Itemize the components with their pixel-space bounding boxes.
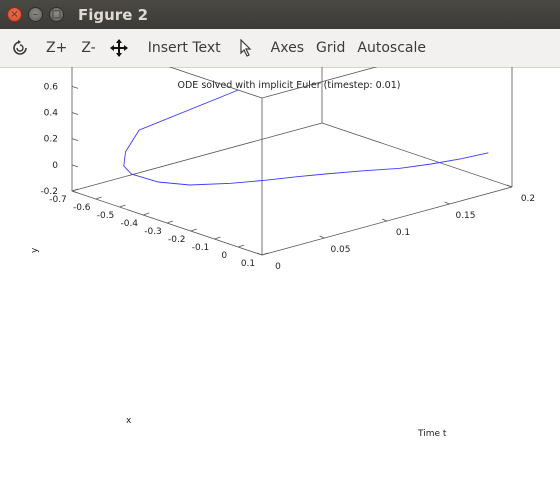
y-tick-mark <box>71 112 79 115</box>
y-tick-label: 0.6 <box>44 82 59 92</box>
minimize-window-button[interactable]: – <box>28 7 43 22</box>
zoom-out-button[interactable]: Z- <box>81 40 96 56</box>
x-tick-mark <box>71 188 79 192</box>
select-button[interactable] <box>235 33 257 63</box>
y-tick-mark <box>71 138 79 142</box>
x-tick-mark <box>261 252 269 256</box>
x-axis-label: x <box>126 416 132 426</box>
close-window-button[interactable]: × <box>7 7 22 22</box>
box-edge <box>168 67 263 99</box>
pointer-icon <box>239 39 253 57</box>
rotate-button[interactable] <box>8 33 32 63</box>
zoom-in-button[interactable]: Z+ <box>46 40 68 56</box>
axes-box <box>71 67 513 256</box>
t-tick-label: 0.15 <box>455 211 475 221</box>
box-edge <box>261 67 378 99</box>
pan-icon <box>109 39 128 57</box>
x-tick-label: -0.6 <box>73 203 91 213</box>
maximize-icon: □ <box>51 8 62 20</box>
t-tick-mark <box>256 252 263 256</box>
maximize-window-button[interactable]: □ <box>49 7 64 22</box>
x-tick-mark <box>238 244 245 248</box>
pan-button[interactable] <box>106 33 132 63</box>
t-axis-ticks: 0 0.05 0.1 0.15 0.2 <box>256 184 535 272</box>
chart-title: ODE solved with implicit Euler (timestep… <box>178 80 401 91</box>
axes-button[interactable]: Axes <box>270 40 304 56</box>
x-tick-mark <box>119 204 126 208</box>
x-tick-label: 0 <box>221 251 227 261</box>
x-tick-mark <box>214 236 221 240</box>
t-tick-mark <box>506 184 513 188</box>
y-tick-mark <box>71 164 79 168</box>
t-tick-mark <box>319 235 325 239</box>
box-edge <box>321 122 513 188</box>
box-edge <box>71 122 323 192</box>
x-tick-label: -0.7 <box>49 195 67 205</box>
series-line <box>123 89 489 186</box>
x-tick-mark <box>166 220 174 224</box>
y-tick-mark <box>71 85 79 89</box>
y-tick-label: 0 <box>52 161 58 171</box>
t-tick-label: 0 <box>275 262 281 272</box>
t-tick-mark <box>444 201 450 205</box>
x-tick-label: -0.4 <box>120 219 138 229</box>
window-titlebar: × – □ Figure 2 <box>0 0 560 29</box>
window-title: Figure 2 <box>78 5 149 24</box>
x-tick-mark <box>190 228 197 232</box>
t-tick-label: 0.1 <box>396 228 410 238</box>
solution-curve <box>123 89 489 186</box>
x-tick-mark <box>143 212 150 216</box>
t-tick-label: 0.05 <box>330 245 350 255</box>
y-tick-label: 0.4 <box>44 109 59 119</box>
plot-canvas[interactable]: ODE solved with implicit Euler (timestep… <box>0 67 560 489</box>
insert-text-button[interactable]: Insert Text <box>147 40 221 56</box>
x-tick-label: -0.3 <box>144 227 162 237</box>
x-tick-label: -0.5 <box>97 211 115 221</box>
y-tick-label: -0.2 <box>40 187 58 197</box>
y-axis-label: y <box>30 247 40 253</box>
autoscale-button[interactable]: Autoscale <box>357 40 426 56</box>
x-tick-label: -0.2 <box>168 235 186 245</box>
t-axis-label: Time t <box>417 429 447 439</box>
x-tick-label: 0.1 <box>241 259 255 269</box>
figure-toolbar: Z+ Z- Insert Text Axes Grid Autoscale <box>0 29 560 68</box>
y-tick-label: 0.2 <box>44 135 58 145</box>
minimize-icon: – <box>33 8 38 20</box>
rotate-icon <box>12 40 28 56</box>
close-icon: × <box>10 8 19 20</box>
x-tick-label: -0.1 <box>192 243 210 253</box>
y-axis-ticks: 10.80.60.40.20-0.2 <box>40 82 79 197</box>
x-axis-ticks: 0.1 0 -0.1 -0.2 -0.3 -0.4 -0.5 -0.6 -0.7 <box>49 188 269 269</box>
x-tick-mark <box>95 196 102 200</box>
y-tick-mark <box>71 190 79 194</box>
t-tick-mark <box>381 218 388 222</box>
t-tick-label: 0.2 <box>521 194 535 204</box>
grid-button[interactable]: Grid <box>316 40 346 56</box>
